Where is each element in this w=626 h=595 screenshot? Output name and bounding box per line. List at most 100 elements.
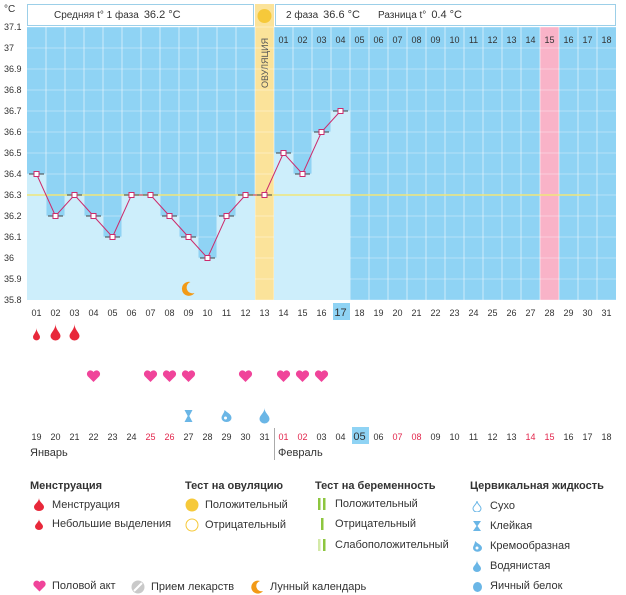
post-ov-day-label: 16: [563, 35, 573, 45]
post-ov-day-label: 12: [487, 35, 497, 45]
y-tick-label: 36.3: [4, 190, 22, 200]
y-tick-label: 36: [4, 253, 14, 263]
date-label: 24: [126, 432, 136, 442]
today-day-box: [333, 303, 350, 320]
y-tick-label: 36.4: [4, 169, 22, 179]
post-ov-day-label: 03: [316, 35, 326, 45]
day-label: 25: [487, 308, 497, 318]
temperature-point: [223, 213, 230, 219]
day-label: 04: [88, 308, 98, 318]
date-label: 23: [107, 432, 117, 442]
date-label: 02: [297, 432, 307, 442]
post-ov-day-label: 08: [411, 35, 421, 45]
day-label: 30: [582, 308, 592, 318]
day-label: 09: [183, 308, 193, 318]
legend-menstruation-title: Менструация: [30, 480, 103, 492]
date-label: 30: [240, 432, 250, 442]
legend-ovtest-negative: Отрицательный: [183, 518, 286, 532]
legend-pregtest-title: Тест на беременность: [315, 480, 436, 492]
date-label: 04: [335, 432, 345, 442]
day-label: 31: [601, 308, 611, 318]
post-ov-day-label: 02: [297, 35, 307, 45]
temperature-point: [185, 234, 192, 240]
watery-drop-icon: [468, 560, 486, 572]
temperature-point: [90, 213, 97, 219]
y-tick-label: 37.1: [4, 22, 22, 32]
today-date-box: [352, 427, 369, 444]
day-label: 27: [525, 308, 535, 318]
temp-bar: [217, 216, 236, 300]
day-label: 22: [430, 308, 440, 318]
day-label: 13: [259, 308, 269, 318]
date-label: 15: [544, 432, 554, 442]
phase1-label: Средняя t° 1 фаза: [54, 9, 139, 21]
menstruation-drop-icon: [69, 324, 80, 341]
temperature-point: [204, 255, 211, 261]
highlight-column: [540, 27, 559, 300]
two-lines-icon: [313, 498, 331, 510]
intercourse-heart-icon: [181, 370, 196, 382]
legend-cervical-creamy: Кремообразная: [468, 540, 570, 552]
legend-cervical-dry: Сухо: [468, 500, 515, 512]
y-tick-label: 36.6: [4, 127, 22, 137]
date-label: 28: [202, 432, 212, 442]
diff-label: Разница t°: [377, 9, 427, 21]
date-label: 10: [449, 432, 459, 442]
post-ov-day-label: 07: [392, 35, 402, 45]
menstruation-drop-icon: [50, 324, 61, 341]
legend-pregtest-positive: Положительный: [313, 498, 418, 510]
date-label: 12: [487, 432, 497, 442]
day-label: 16: [316, 308, 326, 318]
intercourse-heart-icon: [314, 370, 329, 382]
temp-bar: [141, 195, 160, 300]
day-label: 18: [354, 308, 364, 318]
legend-cervical-watery: Водянистая: [468, 560, 550, 572]
date-label-today: 05: [353, 431, 365, 443]
intercourse-heart-icon: [143, 370, 158, 382]
temp-bar: [236, 195, 255, 300]
blood-drop-icon: [30, 498, 48, 511]
weak-lines-icon: [313, 539, 331, 551]
egg-white-icon: [468, 580, 486, 592]
unit-label: °C: [4, 4, 16, 15]
cervical-eggwhite-icon: [259, 408, 270, 424]
creamy-icon: [468, 540, 486, 552]
y-tick-label: 35.9: [4, 274, 22, 284]
post-ov-day-label: 13: [506, 35, 516, 45]
temperature-point: [337, 108, 344, 114]
temp-bar: [27, 174, 46, 300]
temperature-point: [71, 192, 78, 198]
date-label: 18: [601, 432, 611, 442]
legend-pregtest-weak: Слабоположительный: [313, 539, 449, 551]
day-label: 07: [145, 308, 155, 318]
temperature-point: [299, 171, 306, 177]
day-label: 21: [411, 308, 421, 318]
post-ov-day-label: 18: [601, 35, 611, 45]
small-drop-icon: [30, 518, 48, 530]
temp-bar: [103, 237, 122, 300]
ovulation-sun-icon: [257, 9, 272, 23]
dry-drop-icon: [468, 500, 486, 512]
date-label: 01: [278, 432, 288, 442]
post-ov-day-label: 05: [354, 35, 364, 45]
post-ov-day-label: 15: [544, 35, 554, 45]
day-label: 19: [373, 308, 383, 318]
day-label: 01: [31, 308, 41, 318]
sun-outline-icon: [183, 518, 201, 532]
date-label: 07: [392, 432, 402, 442]
day-label: 23: [449, 308, 459, 318]
legend-cervical-title: Цервикальная жидкость: [470, 480, 604, 492]
day-label: 02: [50, 308, 60, 318]
month-february: Февраль: [278, 447, 323, 459]
moon-icon: [181, 281, 195, 296]
temperature-point: [280, 150, 287, 156]
date-label: 06: [373, 432, 383, 442]
intercourse-heart-icon: [162, 370, 177, 382]
temperature-point: [33, 171, 40, 177]
intercourse-heart-icon: [238, 370, 253, 382]
phase2-summary: 2 фаза 36.6 °C Разница t° 0.4 °C: [275, 4, 616, 26]
temp-bar: [65, 195, 84, 300]
post-ov-day-label: 06: [373, 35, 383, 45]
legend-intercourse: Половой акт: [30, 580, 116, 592]
temperature-point: [128, 192, 135, 198]
